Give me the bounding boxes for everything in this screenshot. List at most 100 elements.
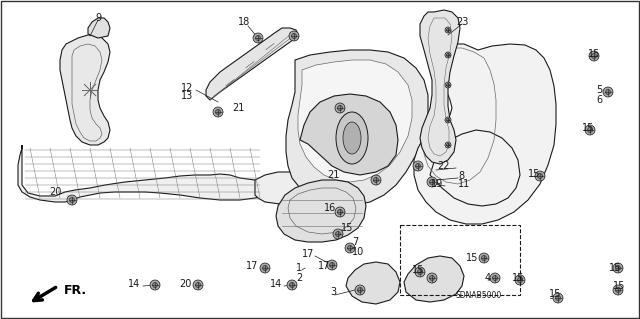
Circle shape	[262, 265, 268, 271]
Circle shape	[374, 177, 378, 182]
Circle shape	[447, 118, 449, 122]
Polygon shape	[276, 180, 366, 242]
Text: FR.: FR.	[64, 284, 87, 296]
Circle shape	[427, 273, 437, 283]
Polygon shape	[346, 262, 400, 304]
Polygon shape	[300, 94, 398, 175]
Text: 23: 23	[456, 17, 468, 27]
Circle shape	[291, 33, 296, 39]
Circle shape	[413, 161, 423, 171]
Text: 15: 15	[528, 169, 540, 179]
Text: 13: 13	[180, 91, 193, 101]
Bar	[400, 225, 520, 295]
Text: 17: 17	[246, 261, 258, 271]
Circle shape	[445, 117, 451, 123]
Circle shape	[535, 171, 545, 181]
Circle shape	[335, 232, 340, 236]
Text: 17: 17	[301, 249, 314, 259]
Polygon shape	[414, 44, 556, 224]
Circle shape	[445, 82, 451, 88]
Circle shape	[216, 109, 221, 115]
Text: 20: 20	[180, 279, 192, 289]
Circle shape	[371, 175, 381, 185]
Polygon shape	[404, 256, 464, 302]
Circle shape	[591, 54, 596, 58]
Circle shape	[427, 177, 437, 187]
Circle shape	[289, 31, 299, 41]
Circle shape	[415, 164, 420, 168]
Circle shape	[260, 263, 270, 273]
Circle shape	[337, 106, 342, 110]
Circle shape	[616, 287, 621, 293]
Text: 21: 21	[232, 103, 245, 113]
Text: 8: 8	[458, 171, 464, 181]
Circle shape	[429, 276, 435, 280]
Circle shape	[493, 276, 497, 280]
Circle shape	[255, 35, 260, 41]
Polygon shape	[420, 10, 460, 164]
Circle shape	[556, 295, 561, 300]
Circle shape	[348, 246, 353, 250]
Circle shape	[588, 128, 593, 132]
Ellipse shape	[336, 112, 368, 164]
Text: 15: 15	[582, 123, 595, 133]
Text: 15: 15	[412, 265, 424, 275]
Text: 20: 20	[50, 187, 62, 197]
Circle shape	[481, 256, 486, 261]
Circle shape	[538, 174, 543, 179]
Circle shape	[345, 243, 355, 253]
Circle shape	[355, 285, 365, 295]
Circle shape	[447, 144, 449, 146]
Circle shape	[213, 107, 223, 117]
Circle shape	[447, 54, 449, 56]
Circle shape	[515, 275, 525, 285]
Text: SDNAB5000: SDNAB5000	[455, 291, 501, 300]
Circle shape	[605, 90, 611, 94]
Text: 2: 2	[296, 273, 302, 283]
Polygon shape	[255, 172, 312, 204]
Text: 10: 10	[352, 247, 364, 257]
Circle shape	[417, 270, 422, 275]
Circle shape	[445, 142, 451, 148]
Polygon shape	[60, 35, 110, 145]
Circle shape	[287, 280, 297, 290]
Text: 3: 3	[330, 287, 336, 297]
Circle shape	[479, 253, 489, 263]
Text: 15: 15	[609, 263, 621, 273]
Circle shape	[337, 210, 342, 214]
Text: 21: 21	[328, 170, 340, 180]
Circle shape	[445, 52, 451, 58]
Text: 15: 15	[512, 273, 524, 283]
Text: 15: 15	[466, 253, 478, 263]
Circle shape	[150, 280, 160, 290]
Polygon shape	[286, 50, 428, 205]
Ellipse shape	[343, 122, 361, 154]
Circle shape	[289, 283, 294, 287]
Polygon shape	[298, 60, 412, 182]
Circle shape	[335, 103, 345, 113]
Text: 6: 6	[596, 95, 602, 105]
Circle shape	[327, 260, 337, 270]
Text: 15: 15	[549, 289, 561, 299]
Polygon shape	[88, 18, 110, 38]
Text: 1: 1	[296, 263, 302, 273]
Circle shape	[490, 273, 500, 283]
Circle shape	[253, 33, 263, 43]
Circle shape	[585, 125, 595, 135]
Polygon shape	[206, 28, 298, 100]
Text: 11: 11	[458, 179, 470, 189]
Circle shape	[613, 263, 623, 273]
Circle shape	[616, 265, 621, 271]
Circle shape	[193, 280, 203, 290]
Text: 16: 16	[324, 203, 336, 213]
Circle shape	[518, 278, 522, 283]
Circle shape	[553, 293, 563, 303]
Text: 15: 15	[613, 281, 625, 291]
Circle shape	[195, 283, 200, 287]
Circle shape	[613, 285, 623, 295]
Text: 15: 15	[341, 223, 353, 233]
Circle shape	[358, 287, 362, 293]
Text: 15: 15	[588, 49, 600, 59]
Circle shape	[589, 51, 599, 61]
Circle shape	[335, 207, 345, 217]
